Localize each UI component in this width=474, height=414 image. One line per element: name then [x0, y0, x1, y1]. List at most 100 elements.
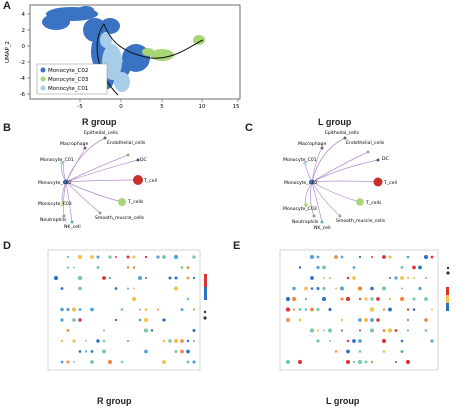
umap-xtick: 0	[119, 104, 123, 110]
dotplot-dot	[405, 359, 411, 365]
dotplot-dot	[334, 350, 338, 353]
node-dc	[376, 158, 380, 162]
dotplot-dot	[60, 339, 64, 343]
network-edges-l	[304, 137, 379, 223]
panel-d-title: R group	[97, 396, 132, 406]
dotplot-dot	[388, 255, 392, 259]
dotplot-dot	[340, 286, 344, 291]
legend-label-c03: Monocyte_C03	[48, 77, 89, 83]
dotplot-dot	[400, 339, 404, 343]
dotplot-dot	[102, 339, 106, 343]
umap-ytick: 2	[22, 28, 26, 34]
label-c01: Monocyte_C01	[283, 157, 317, 163]
dotplot-dot	[370, 360, 374, 364]
dotplot-dot	[78, 286, 82, 291]
dotplot-dot	[126, 266, 130, 269]
node-c02	[309, 179, 315, 185]
dotplot-dot	[388, 276, 392, 280]
dotplot-dot	[168, 276, 172, 280]
panel-b-letter: B	[3, 122, 11, 134]
dotplot-dot	[180, 308, 184, 311]
umap-ytick: 4	[22, 12, 26, 18]
legend-dot-c02	[40, 67, 46, 73]
dotplot-dot	[346, 349, 350, 354]
node-tcell	[133, 175, 143, 185]
dotplot-dot	[406, 276, 410, 280]
dotplot-dot	[309, 328, 315, 333]
dotplot-dot	[346, 276, 350, 280]
dotplot-dot	[102, 329, 106, 332]
label-c02: Monocyte_C02	[38, 180, 72, 186]
dotplot-dot	[174, 276, 178, 280]
umap-xtick: -5	[77, 104, 83, 110]
dotplot-legend-l	[446, 266, 450, 311]
dotplot-dot	[358, 339, 362, 343]
dotplot-dot	[418, 265, 422, 270]
dotplot-dot	[322, 265, 326, 270]
dotplot-dot	[382, 308, 386, 311]
dotplot-dot	[77, 254, 83, 260]
dotplot-dot	[60, 318, 64, 322]
dotplot-dot	[358, 350, 362, 353]
dotplot-dot	[90, 255, 94, 259]
dotplot-dot	[72, 318, 76, 322]
dotplot-dot	[322, 286, 326, 291]
panel-a-letter: A	[3, 0, 11, 12]
dotplot-dot	[131, 296, 137, 302]
dotplot-dot	[412, 308, 416, 311]
dotplot-dot	[78, 308, 82, 311]
colorbar-l-low	[446, 303, 449, 311]
dotplot-dot	[66, 360, 70, 364]
dotplot-dot	[381, 338, 387, 344]
dotplot-dot	[310, 276, 314, 280]
dotplot-dot	[357, 286, 363, 291]
node-smooth	[338, 214, 342, 218]
label-endothelial: Endothelial_cells	[346, 140, 385, 146]
label-smooth: Smooth_muscle_cells	[95, 215, 145, 221]
size-legend-dot	[203, 310, 207, 314]
dotplot-panel-l	[279, 249, 450, 371]
dotplot-dot	[327, 328, 333, 333]
dotplot-dot	[304, 308, 308, 311]
dotplot-dot	[423, 254, 429, 260]
dotplot-dot	[90, 350, 94, 353]
dotplot-dot	[96, 255, 100, 259]
dotplot-dot	[186, 349, 190, 354]
dotplot-dot	[370, 286, 374, 291]
node-macrophage	[83, 146, 87, 150]
node-nk	[70, 220, 74, 224]
dotplot-dot	[292, 286, 296, 291]
node-endothelial	[366, 150, 370, 154]
node-c03	[304, 203, 308, 207]
dotplot-dot	[108, 255, 112, 259]
label-macrophage: Macrophage	[60, 141, 88, 147]
dotplot-dot	[157, 308, 159, 311]
dotplot-dot	[173, 338, 179, 344]
dotplot-dot	[193, 340, 195, 342]
umap-panel: UMAP_2 4 2 0 -2 -4 -6 -5 0 5 10	[5, 4, 241, 110]
node-epithelial	[103, 136, 107, 140]
dotplot-dot	[321, 296, 327, 302]
dotplot-dot	[406, 308, 410, 311]
dotplot-dot	[400, 276, 404, 280]
dotplot-dot	[424, 318, 428, 322]
node-endothelial	[126, 153, 130, 157]
dotplot-dot	[382, 329, 386, 332]
umap-ytick: -6	[20, 92, 26, 98]
dotplot-dot	[412, 297, 416, 301]
dotplot-dot	[406, 318, 410, 322]
dotplot-dot	[173, 286, 179, 291]
dotplot-panel-r	[47, 249, 207, 371]
dotplot-dot	[127, 340, 129, 342]
dotplot-dot	[394, 360, 398, 364]
dotplot-dot	[285, 307, 291, 312]
label-c01: Monocyte_C01	[40, 157, 74, 163]
dotplot-dot	[138, 318, 142, 322]
dotplot-dot	[316, 329, 320, 332]
dotplot-dot	[309, 254, 315, 260]
network-labels-r: Epithelial_cells Macrophage Endothelial_…	[38, 130, 157, 230]
dotplot-dot	[369, 328, 375, 333]
dotplot-dot	[357, 359, 363, 365]
dotplot-dot	[304, 286, 308, 291]
node-tcells	[356, 198, 364, 206]
